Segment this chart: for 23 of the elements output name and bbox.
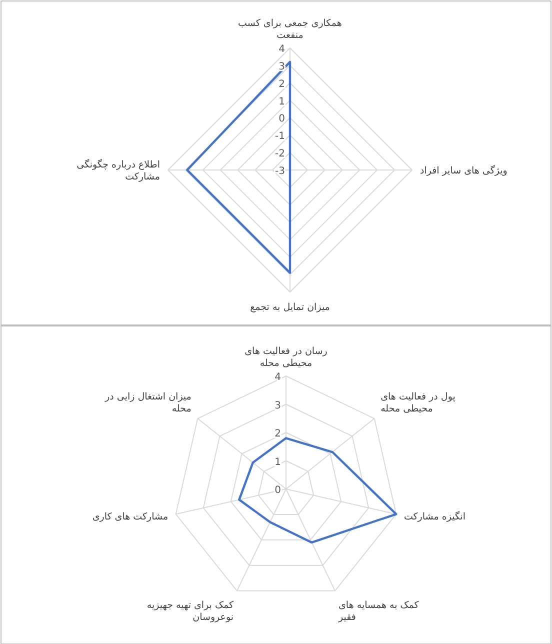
y-tick-label: -2 <box>275 148 285 160</box>
y-tick-label: 2 <box>278 78 285 90</box>
spoke-label: همکاری جمعی برای کسب منفعت <box>238 18 342 41</box>
y-tick-label: 0 <box>278 114 285 125</box>
y-tick-label: -1 <box>275 131 285 142</box>
spoke-label: رسان در فعالیت های محیطی محله <box>244 346 328 369</box>
y-tick-label: 4 <box>278 44 285 55</box>
y-tick-label: 3 <box>274 400 281 412</box>
spoke-label: اطلاع درباره چگونگی مشارکت <box>76 158 160 182</box>
spoke-label: میزان تمایل به تجمع <box>250 302 330 313</box>
y-tick-label: 2 <box>274 428 281 440</box>
spoke-label: میزان اشتغال زایی در محله <box>104 392 192 415</box>
spoke-label: پول در فعالیت های محیطی محله <box>380 392 456 415</box>
y-tick-label: 4 <box>274 372 281 383</box>
y-tick-label: -3 <box>275 166 285 177</box>
y-tick-label: 1 <box>274 456 281 468</box>
y-tick-label: 1 <box>278 96 285 108</box>
spoke-label: مشارکت های کاری <box>92 511 168 522</box>
spoke-label: انگیزه مشارکت <box>404 510 466 522</box>
y-tick-label: 0 <box>274 485 281 496</box>
spoke-label: کمک برای تهیه جهیزیه نوعروسان <box>146 600 234 624</box>
spoke-label: کمک به همسایه های فقیر <box>338 600 420 624</box>
spoke-label: ویژگی های سایر افراد <box>420 164 508 176</box>
